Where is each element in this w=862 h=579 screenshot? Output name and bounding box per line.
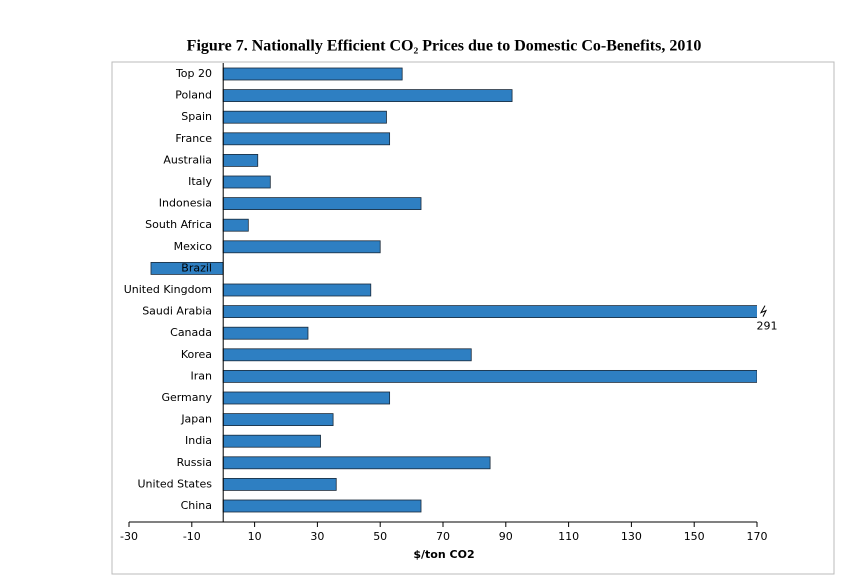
bar xyxy=(222,132,391,146)
bar xyxy=(222,499,422,513)
y-tick-label: Indonesia xyxy=(159,197,212,210)
y-tick-label: Canada xyxy=(170,326,212,339)
bar xyxy=(222,305,757,319)
bar xyxy=(222,110,387,124)
y-tick-label: India xyxy=(185,434,212,447)
x-tick-label: -10 xyxy=(183,530,201,543)
y-tick-label: Japan xyxy=(180,413,212,426)
y-tick-label: Mexico xyxy=(174,240,213,253)
y-tick-label: United Kingdom xyxy=(124,283,212,296)
annotation: 291 xyxy=(757,320,778,333)
chart-title: Figure 7. Nationally Efficient CO₂ Price… xyxy=(187,38,702,55)
y-tick-label: South Africa xyxy=(145,218,212,231)
bar xyxy=(222,197,422,211)
break-mark xyxy=(759,305,768,317)
x-tick-label: 70 xyxy=(436,530,450,543)
bar xyxy=(222,283,372,297)
bar xyxy=(222,326,309,340)
y-tick-label: Australia xyxy=(163,153,212,166)
bar xyxy=(222,218,249,232)
y-tick-label: Italy xyxy=(188,175,212,188)
x-tick-label: -30 xyxy=(120,530,138,543)
bar xyxy=(222,153,259,167)
x-axis-label: $/ton CO2 xyxy=(413,548,474,561)
y-tick-label: France xyxy=(175,132,212,145)
bar xyxy=(222,477,337,491)
y-tick-label: Poland xyxy=(175,89,212,102)
bar xyxy=(222,348,472,362)
y-tick-label: Spain xyxy=(181,110,212,123)
y-tick-label: China xyxy=(181,499,212,512)
bars xyxy=(150,67,757,513)
y-tick-label: Iran xyxy=(191,369,213,382)
x-tick-label: 50 xyxy=(373,530,387,543)
x-tick-label: 150 xyxy=(684,530,705,543)
y-tick-label: Korea xyxy=(181,348,212,361)
y-tick-label: Germany xyxy=(161,391,212,404)
bar xyxy=(222,369,757,383)
y-tick-label: Brazil xyxy=(181,261,212,274)
x-tick-label: 130 xyxy=(621,530,642,543)
bar xyxy=(222,456,491,470)
y-tick-label: Saudi Arabia xyxy=(142,305,212,318)
x-tick-label: 10 xyxy=(248,530,262,543)
bar xyxy=(222,391,391,405)
bar xyxy=(222,240,381,254)
x-tick-label: 90 xyxy=(499,530,513,543)
frame xyxy=(111,61,835,575)
bar xyxy=(222,413,334,427)
x-tick-label: 30 xyxy=(310,530,324,543)
bar xyxy=(222,67,403,81)
x-tick-label: 110 xyxy=(558,530,579,543)
y-tick-label: United States xyxy=(138,477,213,490)
bar xyxy=(222,175,271,189)
bar xyxy=(222,434,321,448)
bar xyxy=(222,89,513,102)
y-tick-label: Top 20 xyxy=(175,67,212,80)
y-tick-label: Russia xyxy=(177,456,212,469)
x-tick-label: 170 xyxy=(747,530,768,543)
